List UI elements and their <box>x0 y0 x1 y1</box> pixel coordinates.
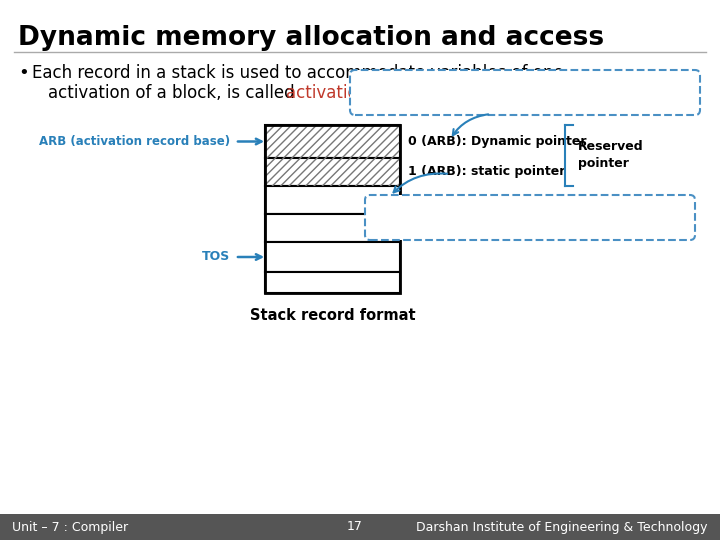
FancyBboxPatch shape <box>365 195 695 240</box>
Text: TOS: TOS <box>202 251 230 264</box>
Text: ARB (activation record base): ARB (activation record base) <box>39 135 230 148</box>
Bar <box>265 125 400 158</box>
Text: activation of a block, is called: activation of a block, is called <box>48 84 300 102</box>
Text: 17: 17 <box>347 521 363 534</box>
Bar <box>265 186 400 214</box>
Bar <box>265 214 400 242</box>
Text: activation record.: activation record. <box>286 84 432 102</box>
Bar <box>265 158 400 186</box>
Bar <box>265 125 400 158</box>
Text: Reserved
pointer: Reserved pointer <box>578 140 644 171</box>
Text: 1 (ARB): static pointer: 1 (ARB): static pointer <box>408 165 565 179</box>
Text: Each record in a stack is used to accommodate variables of one: Each record in a stack is used to accomm… <box>32 64 564 82</box>
Bar <box>265 242 400 272</box>
Bar <box>265 158 400 186</box>
Text: Used for memory allocation and deallocation.: Used for memory allocation and deallocat… <box>373 86 677 99</box>
Text: Unit – 7 : Compiler: Unit – 7 : Compiler <box>12 521 128 534</box>
Text: •: • <box>18 64 29 82</box>
Text: Dynamic memory allocation and access: Dynamic memory allocation and access <box>18 25 604 51</box>
Bar <box>265 272 400 293</box>
Bar <box>0 514 720 540</box>
Text: Used for accessing nonlocal variables.: Used for accessing nonlocal variables. <box>402 211 657 224</box>
Text: 0 (ARB): Dynamic pointer: 0 (ARB): Dynamic pointer <box>408 135 587 148</box>
Bar <box>265 125 400 293</box>
Text: Stack record format: Stack record format <box>250 308 415 323</box>
Text: Darshan Institute of Engineering & Technology: Darshan Institute of Engineering & Techn… <box>416 521 708 534</box>
FancyBboxPatch shape <box>350 70 700 115</box>
